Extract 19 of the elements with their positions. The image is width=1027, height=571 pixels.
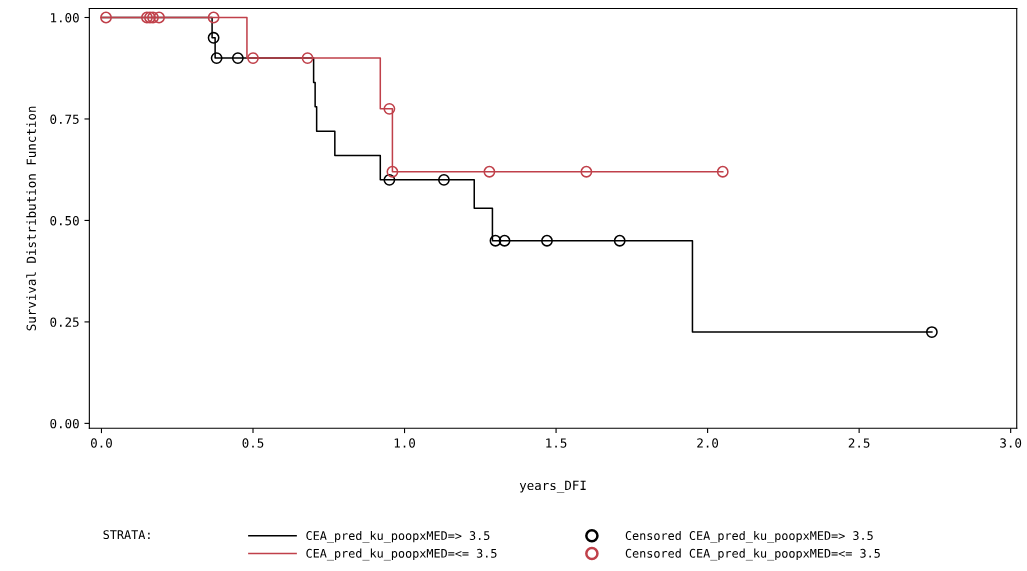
x-axis-title: years_DFI <box>519 480 586 493</box>
y-axis-title: Survival Distribution Function <box>26 106 36 331</box>
y-tick-label: 0.00 <box>50 418 79 429</box>
legend-label: CEA_pred_ku_poopxMED=<= 3.5 <box>306 548 497 561</box>
x-tick-label: 0.5 <box>242 438 264 448</box>
y-tick-label: 0.50 <box>50 215 79 226</box>
x-tick-label: 0.0 <box>91 438 112 448</box>
x-tick-label: 1.5 <box>546 438 567 448</box>
y-tick-label: 1.00 <box>51 13 79 23</box>
y-tick-label: 0.75 <box>50 114 79 124</box>
x-tick-label: 3.0 <box>1000 438 1022 448</box>
x-tick-label: 1.0 <box>394 438 416 448</box>
x-tick-label: 2.0 <box>697 438 719 448</box>
y-tick-label: 0.25 <box>50 317 79 327</box>
legend-label: CEA_pred_ku_poopxMED=> 3.5 <box>306 530 490 543</box>
legend-title: STRATA: <box>103 530 150 540</box>
x-tick-label: 2.5 <box>848 438 870 448</box>
legend-label: Censored CEA_pred_ku_poopxMED=<= 3.5 <box>625 548 880 561</box>
legend-label: Censored CEA_pred_ku_poopxMED=> 3.5 <box>625 530 873 543</box>
